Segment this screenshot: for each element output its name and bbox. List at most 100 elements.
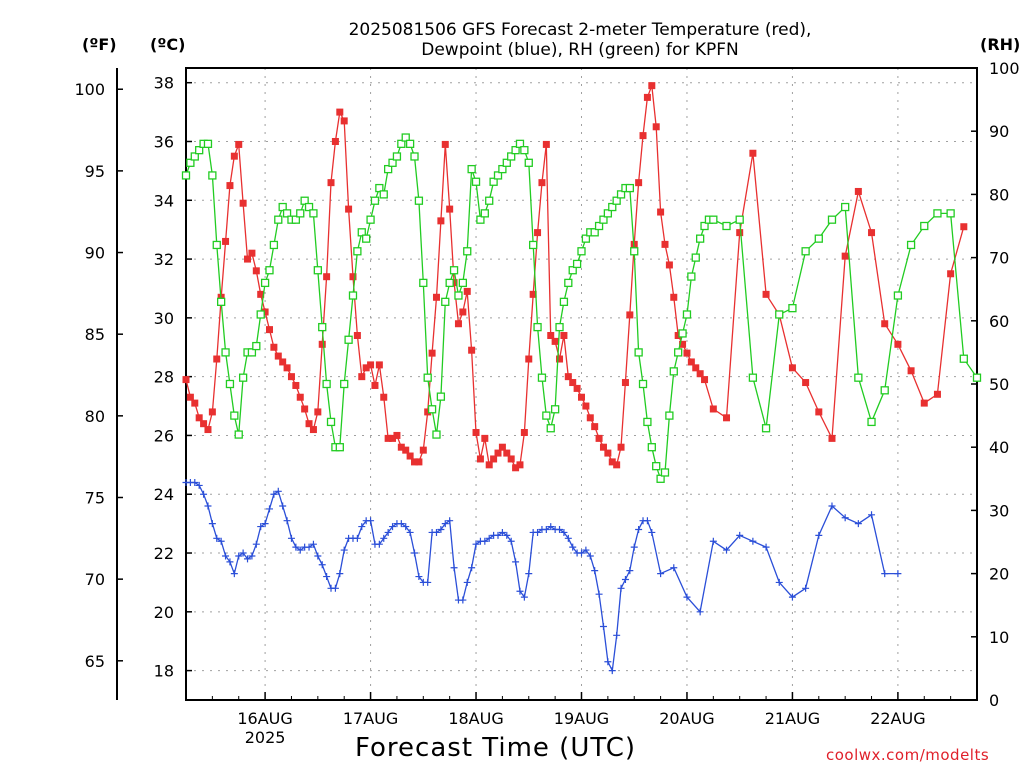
rh-point xyxy=(274,215,283,224)
dewpoint-point xyxy=(411,549,419,557)
rh-axis-unit: (RH) xyxy=(980,35,1021,54)
dewpoint-point xyxy=(617,584,625,592)
rh-point xyxy=(933,209,942,218)
rh-point xyxy=(652,462,661,471)
dewpoint-point xyxy=(217,537,225,545)
temperature-point xyxy=(736,229,744,237)
rh-point xyxy=(471,177,481,186)
temperature-point xyxy=(345,205,353,213)
dewpoint-point xyxy=(736,531,744,539)
celsius-tick-label: 36 xyxy=(154,132,174,151)
temperature-point xyxy=(947,270,955,278)
dewpoint-point xyxy=(503,531,511,539)
temperature-point xyxy=(529,290,537,298)
dewpoint-point xyxy=(432,528,440,536)
rh-point xyxy=(278,202,287,212)
temperature-point xyxy=(520,429,528,437)
temperature-point xyxy=(270,343,278,351)
celsius-tick-label: 32 xyxy=(154,250,174,269)
rh-tick-label: 90 xyxy=(989,122,1009,141)
rh-point xyxy=(603,209,613,218)
temperature-point xyxy=(446,205,454,213)
dewpoint-point xyxy=(643,517,651,525)
temperature-point xyxy=(305,420,313,428)
temperature-point xyxy=(213,355,221,363)
dewpoint-point xyxy=(230,570,238,578)
fahrenheit-tick-label: 75 xyxy=(85,488,105,507)
rh-point xyxy=(630,247,639,256)
dewpoint-point xyxy=(556,526,564,534)
dewpoint-point xyxy=(854,520,862,528)
temperature-point xyxy=(309,426,317,434)
dewpoint-point xyxy=(630,543,638,551)
temperature-point xyxy=(248,249,256,257)
temperature-point xyxy=(230,152,238,160)
credit-link[interactable]: coolwx.com/modelts xyxy=(826,746,990,764)
rh-point xyxy=(449,266,459,275)
rh-point xyxy=(217,297,226,306)
rh-point xyxy=(537,373,547,382)
dewpoint-point xyxy=(292,543,300,551)
celsius-axis-unit: (ºC) xyxy=(150,35,186,54)
temperature-point xyxy=(604,449,612,457)
dewpoint-line xyxy=(186,481,898,673)
temperature-point xyxy=(701,376,709,384)
temperature-point xyxy=(244,255,252,263)
rh-point xyxy=(304,202,314,212)
rh-point xyxy=(265,266,274,275)
temperature-point xyxy=(358,373,366,381)
temperature-point xyxy=(292,381,300,389)
rh-point xyxy=(959,354,968,363)
dewpoint-point xyxy=(591,567,599,575)
rh-point xyxy=(656,474,665,483)
rh-point xyxy=(252,341,261,351)
temperature-point xyxy=(367,361,375,369)
dewpoint-point xyxy=(481,537,489,545)
temperature-point xyxy=(204,426,212,434)
rh-point xyxy=(230,411,239,420)
rh-point xyxy=(568,266,577,275)
temperature-point xyxy=(573,384,581,392)
temperature-point xyxy=(384,434,392,442)
x-tick-label: 21AUG xyxy=(765,709,820,728)
dewpoint-point xyxy=(208,520,216,528)
chart-title-line-1: 2025081506 GFS Forecast 2-meter Temperat… xyxy=(348,20,812,40)
rh-point xyxy=(410,152,419,161)
temperature-point xyxy=(709,405,717,413)
temperature-point xyxy=(749,149,757,157)
rh-point xyxy=(854,373,863,382)
dewpoint-point xyxy=(472,540,480,548)
rh-point xyxy=(709,215,718,224)
temperature-point xyxy=(661,240,669,248)
temperature-point xyxy=(503,449,511,457)
temperature-point xyxy=(257,290,265,298)
temperature-point xyxy=(261,308,269,316)
rh-point xyxy=(775,310,784,319)
rh-point xyxy=(423,373,432,382)
temperature-point xyxy=(186,393,194,401)
rh-point xyxy=(414,196,424,205)
temperature-point xyxy=(419,446,427,454)
rh-point xyxy=(625,183,634,193)
dewpoint-point xyxy=(670,564,678,572)
temperature-point xyxy=(542,140,550,148)
rh-point xyxy=(313,266,322,275)
dewpoint-point xyxy=(723,546,731,554)
temperature-point xyxy=(696,370,704,378)
temperature-point xyxy=(336,108,344,116)
temperature-point xyxy=(331,137,339,145)
temperature-point xyxy=(683,349,691,357)
rh-point xyxy=(208,171,217,180)
rh-tick-label: 0 xyxy=(989,691,999,710)
temperature-point xyxy=(432,293,440,301)
dewpoint-point xyxy=(406,528,414,536)
temperature-point xyxy=(723,414,731,422)
dewpoint-point xyxy=(657,570,665,578)
temperature-point xyxy=(907,367,915,375)
rh-point xyxy=(946,209,955,218)
dewpoint-point xyxy=(459,596,467,604)
dewpoint-point xyxy=(498,528,506,536)
temperature-point xyxy=(586,414,594,422)
dewpoint-point xyxy=(195,481,203,489)
